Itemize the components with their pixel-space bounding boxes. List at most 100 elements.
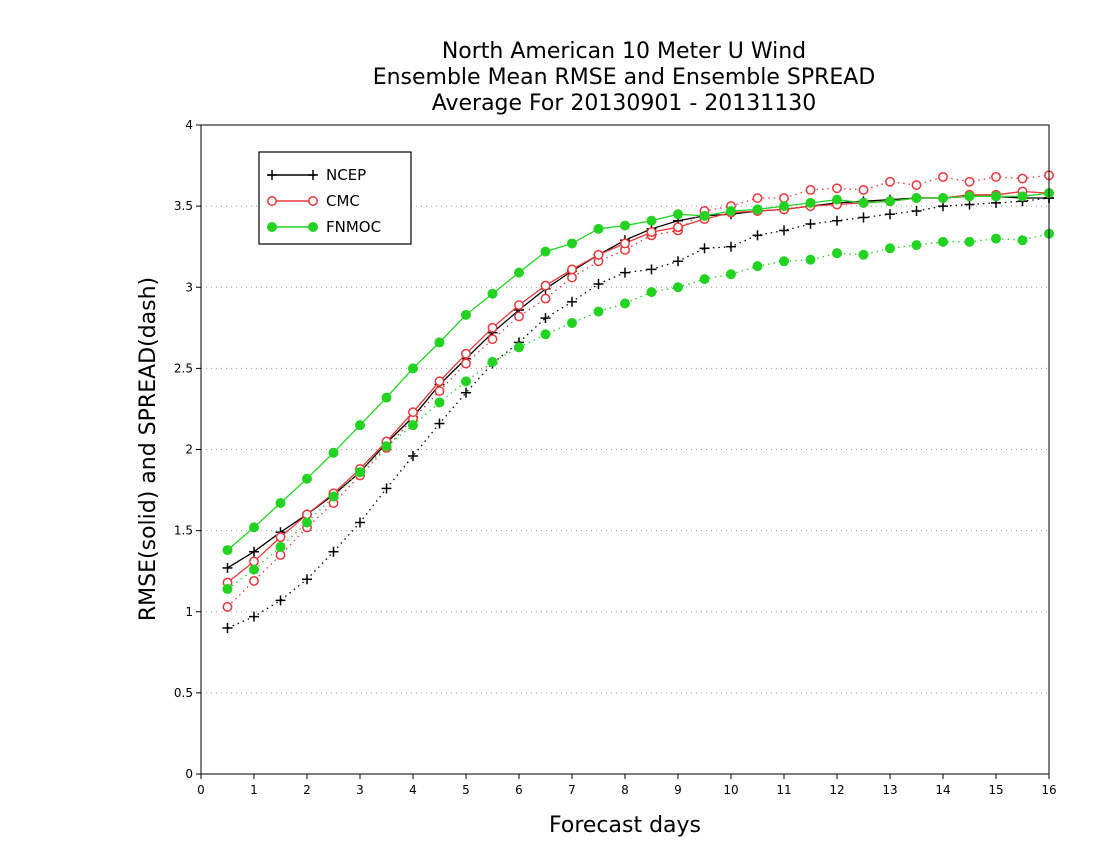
legend: NCEP CMC FNMOC <box>258 151 412 245</box>
x-tick-label: 0 <box>197 783 205 797</box>
cmc-spread-point <box>514 311 524 322</box>
fnmoc-spread-point <box>567 317 577 328</box>
fnmoc-spread-point <box>328 491 339 502</box>
legend-marker-ncep <box>267 170 277 180</box>
ncep-spread-point <box>461 387 471 398</box>
chart-title-line-3: Average For 20130901 - 20131130 <box>432 91 817 116</box>
fnmoc-rmse-point <box>434 337 445 348</box>
ncep-spread-point <box>911 205 922 216</box>
fnmoc-rmse-point <box>646 215 657 226</box>
ncep-spread-point <box>832 215 842 226</box>
cmc-spread-point <box>249 575 259 586</box>
fnmoc-spread-point <box>302 517 312 528</box>
fnmoc-rmse-markers <box>222 188 1054 556</box>
ncep-spread-point <box>408 450 418 461</box>
ncep-spread-point <box>620 267 630 278</box>
fnmoc-rmse-point <box>328 447 339 458</box>
legend-marker-cmc <box>308 196 318 206</box>
fnmoc-spread-point <box>938 236 948 247</box>
x-tick-label: 2 <box>303 783 311 797</box>
x-tick-label: 15 <box>988 783 1003 797</box>
fnmoc-rmse-point <box>752 204 763 215</box>
fnmoc-spread-line <box>227 233 1050 590</box>
fnmoc-spread-point <box>726 269 736 280</box>
x-tick-label: 1 <box>250 783 258 797</box>
x-tick-label: 10 <box>723 783 738 797</box>
fnmoc-spread-point <box>408 420 418 431</box>
fnmoc-rmse-point <box>249 522 259 533</box>
cmc-spread-point <box>805 184 816 195</box>
x-tick-label: 6 <box>515 783 523 797</box>
cmc-rmse-point <box>302 509 312 520</box>
ncep-spread-point <box>752 230 763 241</box>
fnmoc-rmse-point <box>540 246 551 257</box>
cmc-rmse-markers <box>222 186 1054 588</box>
fnmoc-spread-point <box>805 254 816 265</box>
cmc-spread-point <box>885 176 895 187</box>
fnmoc-spread-point <box>699 274 710 285</box>
axis-ticks: 00.511.522.533.540 1 2 3 4 5 6 7 8 9 10 11 12 13 14 15 1… <box>174 118 1057 797</box>
y-tick-label: 2.5 <box>174 361 193 375</box>
cmc-spread-point <box>461 358 471 369</box>
ncep-rmse-markers <box>222 191 1054 573</box>
fnmoc-spread-point <box>646 287 657 298</box>
cmc-rmse-point <box>487 322 498 333</box>
fnmoc-rmse-point <box>408 363 418 374</box>
ncep-rmse-line <box>227 195 1049 569</box>
fnmoc-rmse-point <box>805 197 816 208</box>
cmc-spread-point <box>487 334 498 345</box>
fnmoc-spread-point <box>514 342 524 353</box>
ncep-spread-point <box>805 218 816 229</box>
x-tick-label: 5 <box>462 783 470 797</box>
cmc-spread-point <box>275 550 286 560</box>
fnmoc-rmse-point <box>858 197 869 208</box>
legend-item-fnmoc: FNMOC <box>267 218 381 236</box>
y-tick-label: 1 <box>185 605 193 619</box>
ncep-spread-point <box>673 256 683 267</box>
cmc-rmse-point <box>593 249 604 260</box>
fnmoc-spread-point <box>249 564 259 575</box>
fnmoc-spread-point <box>858 249 869 260</box>
cmc-spread-point <box>222 601 233 612</box>
legend-label-ncep: NCEP <box>326 166 366 184</box>
gridlines <box>201 205 1049 694</box>
fnmoc-rmse-point <box>620 220 630 231</box>
fnmoc-rmse-line <box>227 192 1050 551</box>
fnmoc-spread-point <box>540 329 551 340</box>
ncep-spread-point <box>434 418 445 429</box>
y-axis-label: RMSE(solid) and SPREAD(dash) <box>136 277 161 621</box>
cmc-rmse-point <box>249 556 259 567</box>
fnmoc-rmse-point <box>275 498 286 509</box>
legend-box <box>258 151 412 245</box>
fnmoc-rmse-point <box>938 193 948 204</box>
fnmoc-spread-point <box>991 233 1001 244</box>
ncep-spread-point <box>249 611 259 622</box>
cmc-spread-point <box>540 293 551 304</box>
fnmoc-rmse-point <box>673 209 683 220</box>
legend-label-cmc: CMC <box>326 192 360 210</box>
fnmoc-rmse-point <box>487 288 498 299</box>
cmc-spread-point <box>752 193 763 203</box>
legend-marker-fnmoc <box>267 222 277 232</box>
fnmoc-rmse-point <box>567 238 577 249</box>
ncep-spread-point <box>540 313 551 324</box>
fnmoc-spread-point <box>752 261 763 272</box>
cmc-spread-point <box>832 183 842 194</box>
plot-frame <box>200 124 1050 775</box>
x-tick-label: 13 <box>882 783 897 797</box>
legend-item-cmc: CMC <box>267 192 360 210</box>
cmc-rmse-point <box>461 348 471 359</box>
ncep-rmse-point <box>222 562 233 573</box>
fnmoc-rmse-point <box>1017 191 1028 202</box>
ncep-spread-point <box>302 574 312 585</box>
chart-title-line-2: Ensemble Mean RMSE and Ensemble SPREAD <box>373 65 876 90</box>
fnmoc-rmse-point <box>302 473 312 484</box>
cmc-rmse-line <box>227 190 1050 584</box>
x-tick-label: 3 <box>356 783 364 797</box>
fnmoc-spread-markers <box>222 228 1054 595</box>
y-tick-label: 2 <box>185 443 193 457</box>
fnmoc-rmse-point <box>699 210 710 221</box>
fnmoc-rmse-point <box>779 201 789 212</box>
fnmoc-spread-point <box>381 441 392 452</box>
